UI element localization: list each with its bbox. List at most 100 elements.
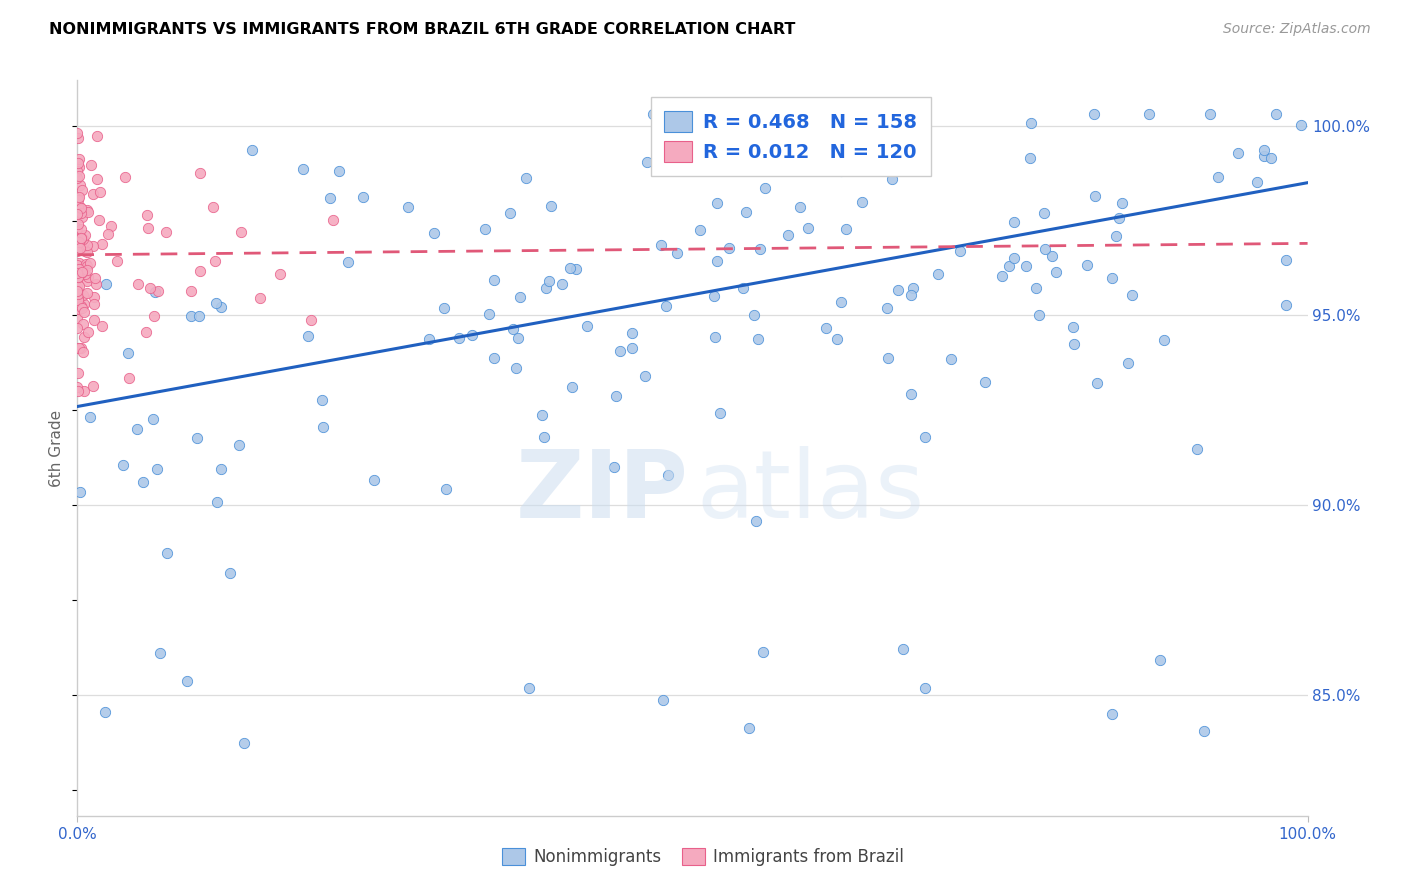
Point [67,152,90,166]
Point [83,271,105,285]
Point [609,343,631,358]
Point [139,281,162,295]
Point [914,681,936,695]
Point [880,172,903,186]
Point [1063,337,1085,351]
Point [1033,206,1056,220]
Point [835,222,858,236]
Point [66,284,89,298]
Point [533,429,555,443]
Point [621,326,644,340]
Point [558,260,581,275]
Point [319,191,342,205]
Point [876,301,898,315]
Point [111,458,134,472]
Point [328,164,350,178]
Point [240,143,263,157]
Point [67,156,90,170]
Point [66,287,89,301]
Point [299,313,322,327]
Point [605,389,627,403]
Point [754,181,776,195]
Point [752,645,775,659]
Point [797,221,820,235]
Point [1045,265,1067,279]
Point [76,237,98,252]
Point [1076,258,1098,272]
Point [748,242,770,256]
Point [73,384,96,399]
Point [1274,298,1296,312]
Point [818,107,841,121]
Point [70,265,93,279]
Point [703,330,725,344]
Point [67,261,90,276]
Point [603,460,626,475]
Point [1025,281,1047,295]
Point [1062,320,1084,334]
Legend: Nonimmigrants, Immigrants from Brazil: Nonimmigrants, Immigrants from Brazil [495,841,911,873]
Point [94,705,117,719]
Point [1289,118,1312,132]
Point [531,409,554,423]
Point [1253,149,1275,163]
Point [742,308,765,322]
Point [127,277,149,291]
Point [82,379,104,393]
Legend: R = 0.468   N = 158, R = 0.012   N = 120: R = 0.468 N = 158, R = 0.012 N = 120 [651,97,931,176]
Point [422,226,444,240]
Point [827,332,849,346]
Point [180,310,202,324]
Point [1226,146,1249,161]
Point [86,172,108,186]
Point [188,166,211,180]
Point [86,129,108,144]
Point [1105,229,1128,244]
Point [706,196,728,211]
Point [621,342,644,356]
Point [876,351,898,365]
Point [186,431,208,445]
Point [66,321,89,335]
Point [70,341,93,355]
Point [1084,189,1107,203]
Point [709,406,731,420]
Point [312,420,335,434]
Point [66,127,89,141]
Point [718,241,741,255]
Point [205,495,228,509]
Point [118,370,141,384]
Point [66,244,89,259]
Point [900,387,922,401]
Point [291,161,314,176]
Point [322,212,344,227]
Point [76,245,98,260]
Point [232,736,254,750]
Point [482,273,505,287]
Point [66,238,89,252]
Point [1040,249,1063,263]
Point [66,311,89,326]
Point [1116,356,1139,370]
Point [83,313,105,327]
Point [72,345,94,359]
Point [69,299,91,313]
Point [66,384,89,399]
Point [1153,333,1175,347]
Point [418,332,440,346]
Point [187,310,209,324]
Point [67,269,90,284]
Point [73,297,96,311]
Point [891,642,914,657]
Y-axis label: 6th Grade: 6th Grade [49,409,65,487]
Point [1121,288,1143,302]
Point [67,160,90,174]
Point [67,256,90,270]
Point [66,232,89,246]
Point [66,220,89,235]
Point [650,237,672,252]
Point [1002,251,1025,265]
Point [66,289,89,303]
Point [70,301,93,315]
Point [100,219,122,233]
